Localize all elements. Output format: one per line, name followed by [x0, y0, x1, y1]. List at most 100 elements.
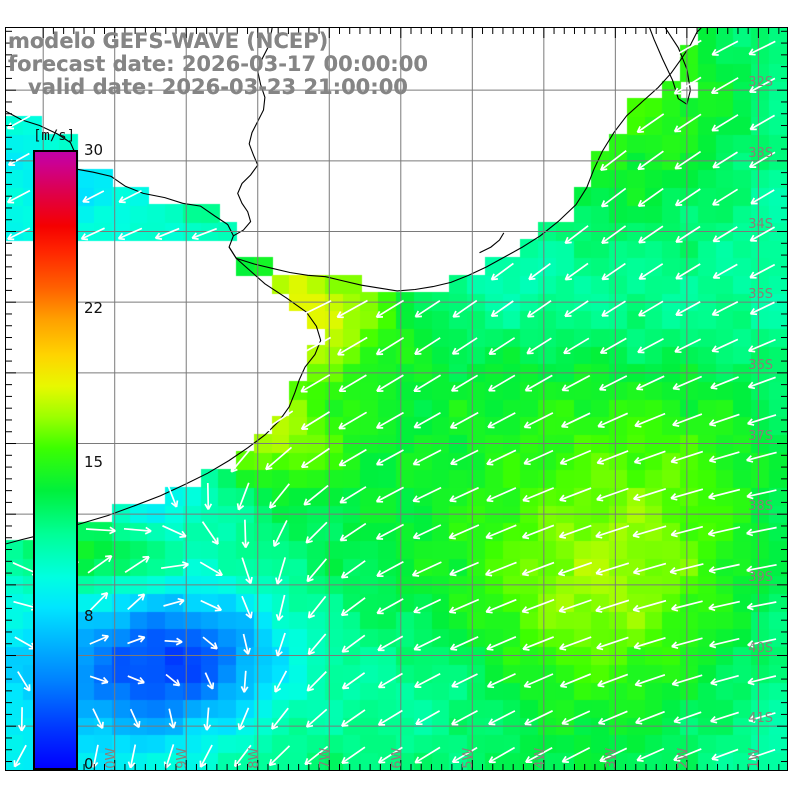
wind-arrow-head-1	[708, 419, 715, 426]
wind-arrow-head-1	[601, 273, 606, 280]
wind-arrow-head-1	[269, 501, 272, 509]
wind-arrow-head-1	[141, 593, 146, 601]
wind-arrow-shaft	[413, 374, 442, 392]
colorbar-tick-8: 8	[84, 607, 94, 625]
lat-tick-label-32S: 32S	[748, 75, 773, 91]
wind-arrow-shaft	[675, 188, 701, 207]
wind-arrow-shaft	[449, 486, 479, 502]
wind-arrow-head-1	[263, 424, 268, 431]
wind-arrow-shaft	[277, 594, 286, 621]
lon-tick-label-52W: 52W	[675, 747, 691, 770]
wind-arrow-head-1	[634, 420, 640, 427]
wind-arrow-head-1	[7, 233, 13, 240]
wind-arrow-head-0	[271, 725, 279, 730]
wind-arrow-head-1	[559, 643, 565, 650]
wind-arrow-head-0	[243, 686, 249, 693]
lat-tick-label-34S: 34S	[748, 216, 773, 232]
wind-arrow-shaft	[81, 227, 105, 240]
wind-arrow-head-1	[488, 348, 494, 355]
wind-arrow-shaft	[376, 411, 404, 429]
wind-arrow-head-1	[297, 310, 303, 318]
wind-arrow-head-0	[450, 648, 458, 651]
wind-arrow-shaft	[746, 526, 777, 535]
wind-arrow-head-0	[560, 685, 568, 689]
wind-arrow-head-1	[145, 556, 150, 563]
wind-arrow-head-1	[237, 723, 241, 730]
wind-arrow-head-1	[488, 384, 493, 392]
wind-arrow-head-0	[709, 644, 717, 649]
wind-arrow-shaft	[522, 561, 555, 576]
wind-arrow-shaft	[118, 227, 143, 240]
wind-arrow-shaft	[671, 600, 703, 610]
wind-arrow-shaft	[675, 225, 701, 243]
wind-arrow-head-0	[304, 762, 312, 766]
wind-arrow-head-1	[747, 381, 754, 388]
wind-arrow-shaft	[675, 300, 701, 316]
wind-arrow-head-0	[595, 609, 603, 613]
wind-arrow-head-0	[524, 462, 531, 466]
wind-arrow-head-0	[748, 386, 756, 390]
wind-arrow-shaft	[378, 746, 403, 764]
wind-arrow-head-1	[206, 684, 214, 690]
wind-arrow-shaft	[674, 150, 702, 170]
wind-arrow-shaft	[452, 299, 478, 318]
wind-arrow-head-1	[595, 605, 601, 612]
wind-arrow-shaft	[749, 151, 776, 168]
wind-arrow-shaft	[671, 525, 704, 536]
wind-arrow-shaft	[376, 299, 405, 318]
lat-tick-label-37S: 37S	[748, 428, 773, 444]
wind-arrow-head-1	[750, 197, 756, 205]
wind-arrow-head-1	[144, 530, 152, 535]
wind-arrow-head-0	[491, 278, 499, 281]
wind-arrow-head-0	[746, 532, 754, 537]
wind-arrow-head-1	[452, 310, 457, 318]
wind-arrow-head-0	[747, 681, 755, 686]
wind-arrow-shaft	[414, 299, 441, 318]
wind-arrow-head-1	[746, 491, 753, 498]
wind-arrow-head-1	[526, 347, 531, 354]
wind-arrow-shaft	[241, 595, 252, 619]
wind-arrow-shaft	[118, 190, 142, 203]
wind-arrow-shaft	[129, 744, 137, 768]
wind-arrow-head-1	[175, 641, 183, 646]
wind-arrow-shaft	[87, 555, 113, 574]
wind-arrow-head-0	[638, 204, 646, 207]
wind-arrow-head-1	[632, 567, 639, 574]
wind-arrow-head-1	[749, 271, 755, 279]
wind-arrow-head-0	[181, 561, 189, 566]
wind-arrow-shaft	[244, 519, 247, 548]
colorbar-tick-30: 30	[84, 141, 104, 159]
wind-arrow-shaft	[168, 708, 175, 729]
wind-arrow-head-1	[412, 495, 418, 502]
wind-arrow-shaft	[708, 600, 740, 610]
wind-arrow-shaft	[165, 744, 175, 769]
wind-arrow-shaft	[378, 709, 403, 726]
wind-arrow-head-1	[414, 347, 419, 355]
coastline-path-0	[6, 28, 702, 292]
wind-arrow-shaft	[268, 745, 291, 766]
wind-arrow-head-1	[340, 571, 346, 579]
colorbar-gradient	[33, 150, 78, 770]
wind-arrow-head-1	[108, 555, 113, 563]
wind-arrow-shaft	[451, 673, 478, 688]
wind-arrow-shaft	[201, 521, 219, 545]
wind-arrow-head-0	[118, 237, 125, 241]
wind-arrow-shaft	[300, 374, 331, 393]
wind-arrow-head-0	[633, 571, 641, 576]
wind-arrow-shaft	[595, 599, 630, 612]
wind-arrow-shaft	[162, 525, 187, 538]
wind-arrow-head-1	[339, 496, 345, 504]
wind-arrow-head-0	[746, 569, 754, 574]
wind-arrow-head-1	[563, 347, 568, 354]
wind-arrow-shaft	[449, 598, 480, 613]
wind-arrow-head-1	[561, 717, 567, 725]
wind-arrow-head-1	[711, 308, 717, 316]
wind-arrow-head-0	[602, 278, 609, 281]
lon-tick-label-59W: 59W	[175, 747, 191, 770]
wind-arrow-shaft	[525, 374, 553, 392]
wind-arrow-shaft	[338, 374, 367, 392]
wind-arrow-shaft	[486, 449, 517, 465]
wind-arrow-head-1	[485, 606, 491, 613]
wind-arrow-head-1	[673, 125, 679, 132]
wind-arrow-head-1	[671, 679, 678, 685]
